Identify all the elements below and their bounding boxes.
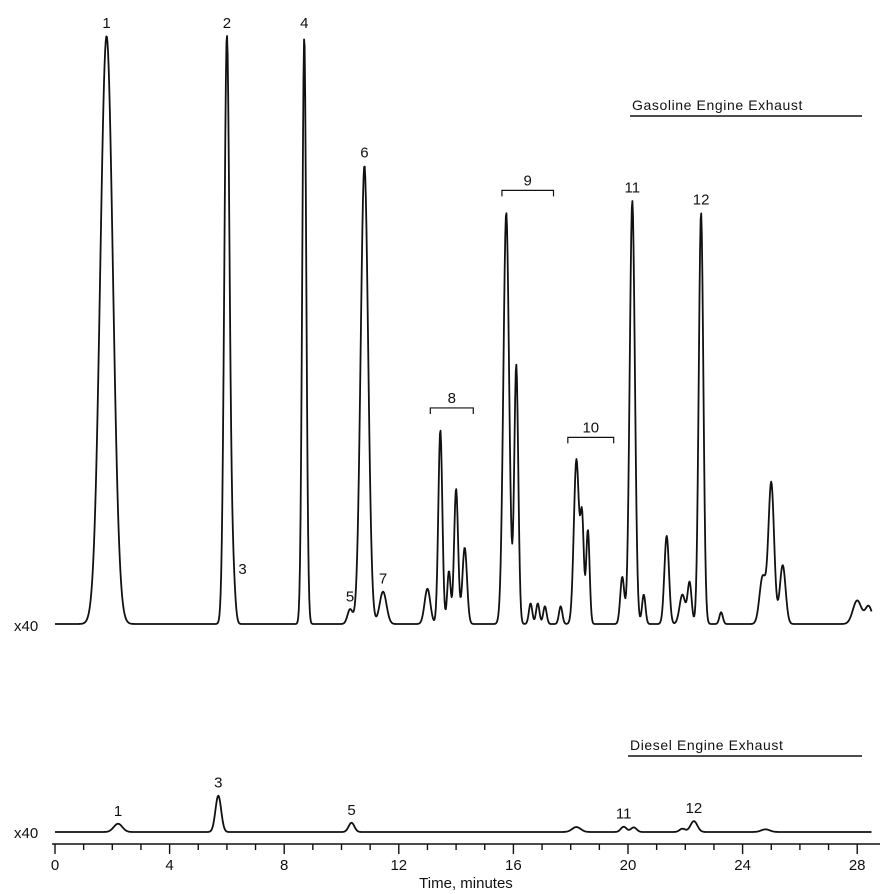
- x-tick-label-4: 4: [165, 857, 173, 874]
- gasoline-brackets: 8 9 10: [429, 172, 615, 444]
- bracket-10: [567, 436, 615, 444]
- diesel-peak-label-12: 12: [686, 800, 703, 817]
- gasoline-peak-label-5: 5: [346, 588, 354, 605]
- x-tick-label-28: 28: [849, 857, 866, 874]
- x-tick-label-16: 16: [505, 857, 522, 874]
- x-axis-label: Time, minutes: [419, 875, 513, 892]
- diesel-trace: [54, 794, 872, 833]
- x-ticks: 0 4 8 12 16 20 24 28: [51, 844, 866, 874]
- diesel-panel: Diesel Engine Exhaust x40 1 3 5 11 12: [14, 737, 872, 842]
- gasoline-peak-label-12: 12: [693, 191, 710, 208]
- gasoline-peak-label-2: 2: [223, 15, 231, 32]
- x-tick-label-8: 8: [280, 857, 288, 874]
- x-tick-label-12: 12: [390, 857, 407, 874]
- gasoline-peak-label-3: 3: [238, 561, 246, 578]
- bracket-9: [501, 189, 555, 197]
- gasoline-panel: Gasoline Engine Exhaust x40 1 2345671112 …: [14, 15, 873, 635]
- diesel-panel-title: Diesel Engine Exhaust: [630, 737, 783, 753]
- x-axis: 0 4 8 12 16 20 24 28 Time, minutes: [51, 843, 880, 892]
- bracket-label-10: 10: [582, 419, 599, 436]
- gasoline-peak-label-6: 6: [360, 144, 368, 161]
- diesel-peak-label-5: 5: [347, 802, 355, 819]
- x-tick-label-0: 0: [51, 857, 59, 874]
- bracket-label-9: 9: [524, 172, 532, 189]
- diesel-peak-label-1: 1: [114, 803, 122, 820]
- gasoline-panel-title: Gasoline Engine Exhaust: [632, 97, 803, 113]
- diesel-peak-label-11: 11: [616, 806, 632, 823]
- diesel-peak-label-3: 3: [214, 775, 222, 792]
- diesel-peak-labels: 1 3 5 11 12: [114, 775, 702, 823]
- gasoline-peak-label-1: 1: [102, 15, 110, 32]
- gasoline-attenuation-label: x40: [14, 618, 38, 635]
- gasoline-peak-label-7: 7: [379, 571, 387, 588]
- bracket-label-8: 8: [448, 390, 456, 407]
- diesel-attenuation-label: x40: [14, 825, 38, 842]
- gasoline-peak-label-4: 4: [300, 15, 308, 32]
- gasoline-peak-label-11: 11: [625, 180, 641, 197]
- bracket-8: [429, 407, 474, 414]
- x-tick-label-24: 24: [734, 857, 751, 874]
- gasoline-trace: [54, 35, 873, 625]
- x-tick-label-20: 20: [620, 857, 637, 874]
